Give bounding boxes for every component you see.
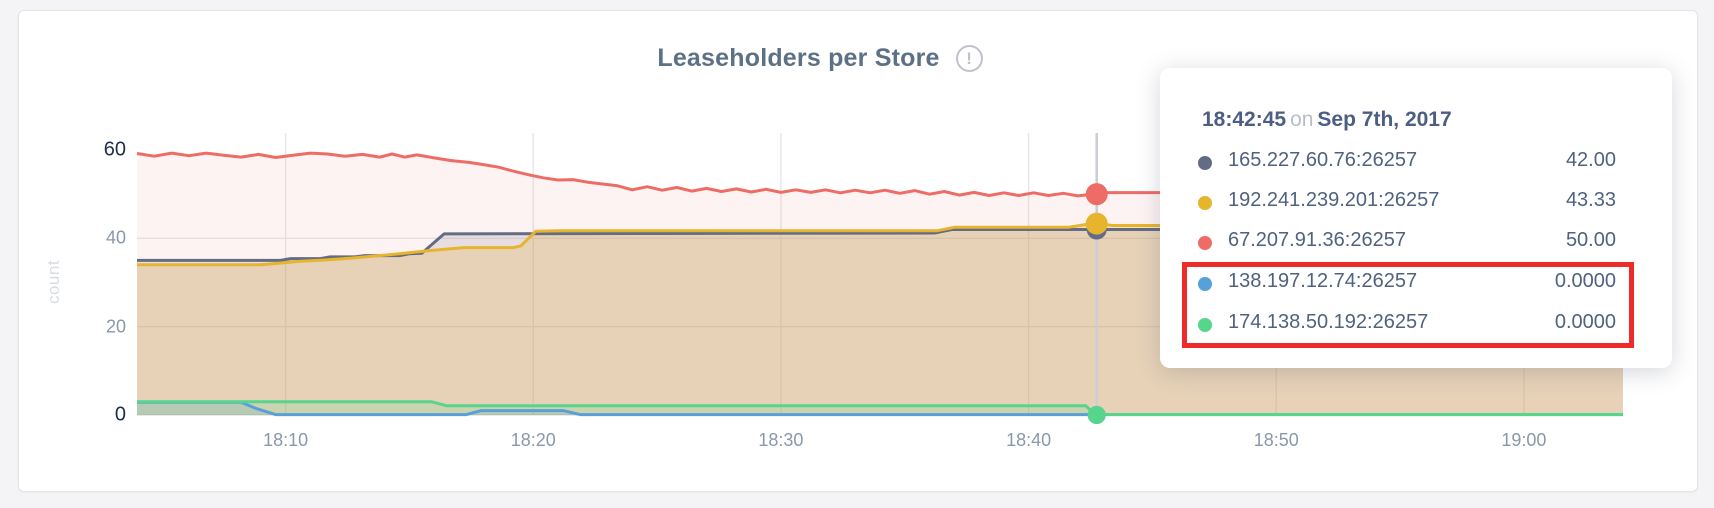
- x-tick-1850: 18:50: [1253, 430, 1299, 450]
- x-tick-1830: 18:30: [758, 430, 804, 450]
- x-tick-1900: 19:00: [1501, 430, 1547, 450]
- x-tick-1820: 18:20: [510, 430, 556, 450]
- series-label: 67.207.91.36:26257: [1228, 229, 1406, 251]
- series-dot-icon: [1198, 156, 1212, 170]
- series-value: 0.0000: [1554, 270, 1616, 292]
- series-dot-icon: [1198, 236, 1212, 250]
- tooltip-time: 18:42:45: [1202, 108, 1287, 131]
- y-tick-60: 60: [103, 138, 126, 161]
- page-title: Leaseholders per Store: [657, 44, 940, 72]
- y-tick-20: 20: [105, 316, 126, 337]
- series-dot-icon: [1198, 277, 1212, 291]
- series-value: 50.00: [1565, 229, 1616, 251]
- tooltip-row-4: 138.197.12.74:26257 0.0000: [1198, 270, 1616, 298]
- series-label: 192.241.239.201:26257: [1228, 189, 1440, 211]
- series-value: 43.33: [1565, 189, 1616, 211]
- tooltip-row-2: 192.241.239.201:26257 43.33: [1198, 189, 1616, 217]
- tooltip-row-5: 174.138.50.192:26257 0.0000: [1198, 311, 1616, 339]
- tooltip-timestamp: 18:42:45 on Sep 7th, 2017: [1202, 108, 1452, 132]
- series-label: 174.138.50.192:26257: [1228, 311, 1429, 333]
- annotation-highlight-box: [1182, 262, 1634, 348]
- series-dot-icon: [1198, 196, 1212, 210]
- series-label: 165.227.60.76:26257: [1228, 149, 1418, 171]
- y-tick-40: 40: [105, 227, 126, 248]
- x-tick-1810: 18:10: [263, 430, 309, 450]
- series-value: 42.00: [1565, 149, 1616, 171]
- info-icon[interactable]: !: [955, 45, 983, 72]
- series-label: 138.197.12.74:26257: [1228, 270, 1418, 292]
- x-tick-1840: 18:40: [1006, 430, 1052, 450]
- series-value: 0.0000: [1554, 311, 1616, 333]
- tooltip-row-1: 165.227.60.76:26257 42.00: [1198, 149, 1616, 177]
- y-axis-label: count: [44, 259, 63, 305]
- tooltip-joiner: on: [1290, 108, 1314, 131]
- tooltip-row-3: 67.207.91.36:26257 50.00: [1198, 229, 1616, 257]
- tooltip-date: Sep 7th, 2017: [1317, 108, 1452, 131]
- y-tick-0: 0: [114, 403, 126, 426]
- chart-header: Leaseholders per Store !: [137, 44, 1503, 73]
- series-dot-icon: [1198, 318, 1212, 332]
